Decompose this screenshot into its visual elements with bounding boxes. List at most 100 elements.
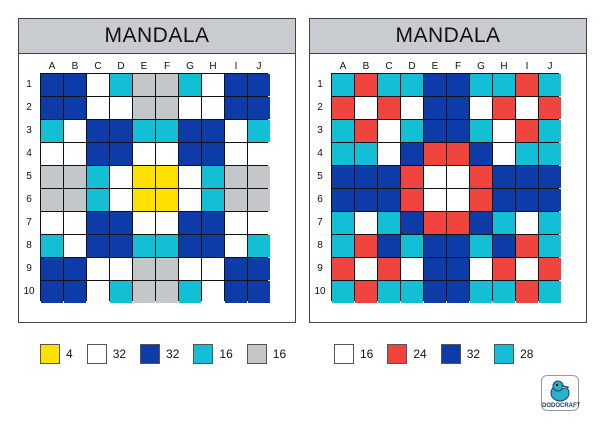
grid-cell-I3[interactable] — [516, 120, 538, 142]
grid-cell-H2[interactable] — [202, 97, 224, 119]
grid-cell-A2[interactable] — [332, 97, 354, 119]
grid-cell-C4[interactable] — [87, 143, 109, 165]
grid-cell-F4[interactable] — [447, 143, 469, 165]
grid-cell-E2[interactable] — [133, 97, 155, 119]
grid-cell-C9[interactable] — [378, 258, 400, 280]
grid-cell-G10[interactable] — [470, 281, 492, 303]
grid-cell-E7[interactable] — [424, 212, 446, 234]
grid-cell-J5[interactable] — [248, 166, 270, 188]
grid-cell-I8[interactable] — [516, 235, 538, 257]
grid-cell-D8[interactable] — [110, 235, 132, 257]
grid-cell-A9[interactable] — [41, 258, 63, 280]
grid-cell-D6[interactable] — [110, 189, 132, 211]
grid-cell-F1[interactable] — [447, 74, 469, 96]
grid-cell-E6[interactable] — [424, 189, 446, 211]
grid-cell-D7[interactable] — [110, 212, 132, 234]
grid-cell-D2[interactable] — [110, 97, 132, 119]
grid-cell-F2[interactable] — [447, 97, 469, 119]
grid-cell-C10[interactable] — [378, 281, 400, 303]
grid-cell-D2[interactable] — [401, 97, 423, 119]
grid-cell-J4[interactable] — [539, 143, 561, 165]
grid-cell-B4[interactable] — [64, 143, 86, 165]
grid-cell-D10[interactable] — [401, 281, 423, 303]
grid-cell-J3[interactable] — [248, 120, 270, 142]
grid-cell-I4[interactable] — [225, 143, 247, 165]
grid-cell-E5[interactable] — [424, 166, 446, 188]
grid-cell-B3[interactable] — [64, 120, 86, 142]
grid-cell-I1[interactable] — [225, 74, 247, 96]
grid-cell-G1[interactable] — [179, 74, 201, 96]
grid-cell-B10[interactable] — [64, 281, 86, 303]
grid-cell-F10[interactable] — [447, 281, 469, 303]
grid-cell-C9[interactable] — [87, 258, 109, 280]
grid-cell-H9[interactable] — [493, 258, 515, 280]
grid-cell-C8[interactable] — [87, 235, 109, 257]
grid-cell-I9[interactable] — [225, 258, 247, 280]
grid-cell-J9[interactable] — [539, 258, 561, 280]
grid-cell-C1[interactable] — [87, 74, 109, 96]
grid-cell-A7[interactable] — [332, 212, 354, 234]
grid-cell-B8[interactable] — [64, 235, 86, 257]
grid-cell-B6[interactable] — [64, 189, 86, 211]
grid-cell-B9[interactable] — [64, 258, 86, 280]
grid-cell-E5[interactable] — [133, 166, 155, 188]
grid-cell-J10[interactable] — [539, 281, 561, 303]
grid-cell-D9[interactable] — [401, 258, 423, 280]
grid-cell-B7[interactable] — [355, 212, 377, 234]
grid-cell-F3[interactable] — [447, 120, 469, 142]
grid-cell-F1[interactable] — [156, 74, 178, 96]
grid-cell-D9[interactable] — [110, 258, 132, 280]
grid-cell-J2[interactable] — [539, 97, 561, 119]
grid-cell-H9[interactable] — [202, 258, 224, 280]
grid-cell-G6[interactable] — [470, 189, 492, 211]
grid-cell-J2[interactable] — [248, 97, 270, 119]
grid-cell-G8[interactable] — [470, 235, 492, 257]
grid-cell-G7[interactable] — [179, 212, 201, 234]
grid-cell-H4[interactable] — [202, 143, 224, 165]
grid-cell-B6[interactable] — [355, 189, 377, 211]
grid-cell-D8[interactable] — [401, 235, 423, 257]
grid-cell-E4[interactable] — [424, 143, 446, 165]
grid-cell-J8[interactable] — [539, 235, 561, 257]
grid-cell-I2[interactable] — [225, 97, 247, 119]
grid-cell-E7[interactable] — [133, 212, 155, 234]
grid-cell-A6[interactable] — [332, 189, 354, 211]
grid-cell-F7[interactable] — [447, 212, 469, 234]
grid-cell-D4[interactable] — [401, 143, 423, 165]
grid-cell-I7[interactable] — [516, 212, 538, 234]
grid-cell-A2[interactable] — [41, 97, 63, 119]
grid-cell-I4[interactable] — [516, 143, 538, 165]
grid-cell-J6[interactable] — [539, 189, 561, 211]
grid-cell-F3[interactable] — [156, 120, 178, 142]
grid-cell-G4[interactable] — [179, 143, 201, 165]
grid-cell-E9[interactable] — [424, 258, 446, 280]
grid-cell-I6[interactable] — [516, 189, 538, 211]
grid-cell-C6[interactable] — [378, 189, 400, 211]
grid-cell-A10[interactable] — [332, 281, 354, 303]
grid-cell-B9[interactable] — [355, 258, 377, 280]
grid-cell-B1[interactable] — [355, 74, 377, 96]
grid-cell-H7[interactable] — [493, 212, 515, 234]
grid-cell-F2[interactable] — [156, 97, 178, 119]
grid-cell-H4[interactable] — [493, 143, 515, 165]
grid-cell-G9[interactable] — [179, 258, 201, 280]
grid-cell-D3[interactable] — [401, 120, 423, 142]
grid-cell-I6[interactable] — [225, 189, 247, 211]
grid-cell-J7[interactable] — [248, 212, 270, 234]
grid-cell-D7[interactable] — [401, 212, 423, 234]
grid-cell-B2[interactable] — [355, 97, 377, 119]
grid-cell-B5[interactable] — [355, 166, 377, 188]
grid-cell-I8[interactable] — [225, 235, 247, 257]
grid-cell-D10[interactable] — [110, 281, 132, 303]
grid-cell-A8[interactable] — [332, 235, 354, 257]
grid-cell-E8[interactable] — [424, 235, 446, 257]
grid-cell-D3[interactable] — [110, 120, 132, 142]
grid-cell-I10[interactable] — [516, 281, 538, 303]
grid-cell-F9[interactable] — [447, 258, 469, 280]
grid-cell-G10[interactable] — [179, 281, 201, 303]
grid-cell-B8[interactable] — [355, 235, 377, 257]
grid-cell-H5[interactable] — [202, 166, 224, 188]
grid-cell-H2[interactable] — [493, 97, 515, 119]
grid-cell-C5[interactable] — [87, 166, 109, 188]
grid-cell-C2[interactable] — [87, 97, 109, 119]
